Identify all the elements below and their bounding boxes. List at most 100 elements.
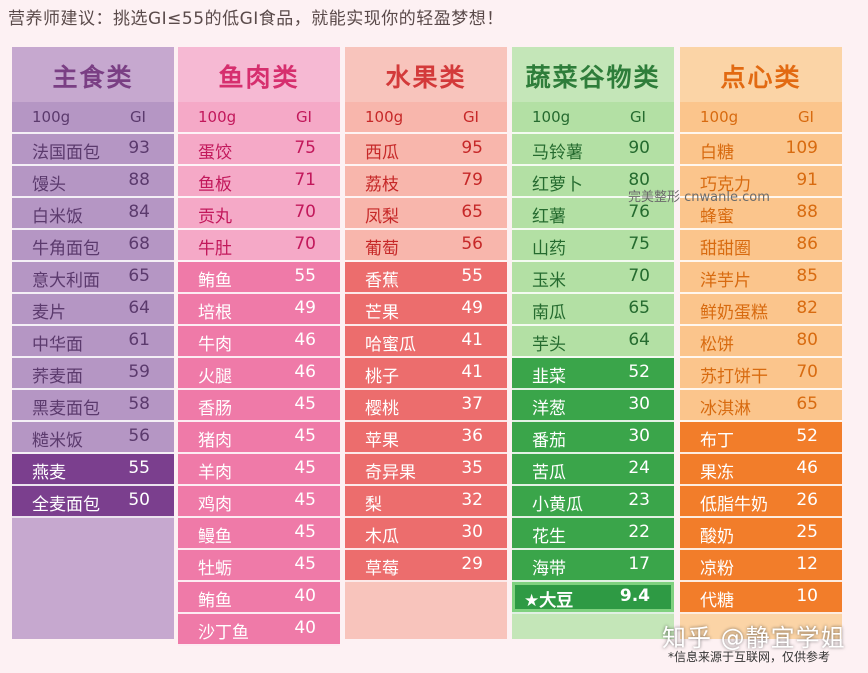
food-name: 鲜奶蛋糕 (700, 303, 768, 323)
column-header-row: 100g GI (12, 102, 174, 134)
column-header-row: 100g GI (512, 102, 674, 134)
food-name: 番茄 (532, 431, 566, 451)
gi-value: 70 (294, 234, 316, 254)
column-grain: 主食类 100g GI 法国面包 93 馒头 88 白米饭 84 牛角面包 68 意大利面 65 麦片 64… (12, 47, 174, 639)
gi-value: 55 (294, 266, 316, 286)
gi-value: 75 (294, 138, 316, 158)
food-row: 花生 22 (512, 518, 674, 550)
food-row: 红萝卜 80 (512, 166, 674, 198)
food-row: 凤梨 65 (345, 198, 507, 230)
gi-value: 12 (796, 554, 818, 574)
gi-value: 80 (628, 170, 650, 190)
food-row: 中华面 61 (12, 326, 174, 358)
food-row: 西瓜 95 (345, 134, 507, 166)
gi-value: 55 (461, 266, 483, 286)
food-row: 白糖 109 (680, 134, 842, 166)
food-name: 樱桃 (365, 399, 399, 419)
food-row: 酸奶 25 (680, 518, 842, 550)
gi-value: 88 (796, 202, 818, 222)
food-row: 猪肉 45 (178, 422, 340, 454)
food-name: 苹果 (365, 431, 399, 451)
food-row: 马铃薯 90 (512, 134, 674, 166)
food-row: 羊肉 45 (178, 454, 340, 486)
gi-value: 49 (461, 298, 483, 318)
food-row: 凉粉 12 (680, 550, 842, 582)
food-row: 全麦面包 50 (12, 486, 174, 518)
food-row: 糙米饭 56 (12, 422, 174, 454)
food-name: 洋葱 (532, 399, 566, 419)
food-row: 苹果 36 (345, 422, 507, 454)
food-name: 苏打饼干 (700, 367, 768, 387)
gi-value: 65 (628, 298, 650, 318)
food-name: 苦瓜 (532, 463, 566, 483)
food-name: 酸奶 (700, 527, 734, 547)
food-row: 葡萄 56 (345, 230, 507, 262)
food-name: 贡丸 (198, 207, 232, 227)
gi-value: 64 (628, 330, 650, 350)
food-name: 白糖 (700, 143, 734, 163)
food-name: 羊肉 (198, 463, 232, 483)
gi-label: GI (462, 108, 479, 126)
column-header-row: 100g GI (345, 102, 507, 134)
gi-value: 9.4 (619, 586, 650, 606)
column-header-row: 100g GI (680, 102, 842, 134)
column-title: 鱼肉类 (178, 47, 340, 102)
gi-value: 25 (796, 522, 818, 542)
food-row: 鲔鱼 55 (178, 262, 340, 294)
food-name: 马铃薯 (532, 143, 583, 163)
gi-value: 22 (628, 522, 650, 542)
gi-value: 55 (128, 458, 150, 478)
gi-value: 41 (461, 330, 483, 350)
food-name: 巧克力 (700, 175, 751, 195)
food-name: 南瓜 (532, 303, 566, 323)
gi-value: 10 (796, 586, 818, 606)
gi-value: 65 (461, 202, 483, 222)
gi-value: 45 (294, 490, 316, 510)
food-row: 鱼板 71 (178, 166, 340, 198)
food-row: 小黄瓜 23 (512, 486, 674, 518)
food-row: 苏打饼干 70 (680, 358, 842, 390)
food-name: 凉粉 (700, 559, 734, 579)
gi-value: 90 (628, 138, 650, 158)
food-name: 冰淇淋 (700, 399, 751, 419)
weight-label: 100g (198, 108, 237, 126)
food-name: 松饼 (700, 335, 734, 355)
food-name: 鱼板 (198, 175, 232, 195)
food-row: 玉米 70 (512, 262, 674, 294)
gi-value: 35 (461, 458, 483, 478)
food-name: 果冻 (700, 463, 734, 483)
food-name: 沙丁鱼 (198, 623, 249, 643)
food-row: 白米饭 84 (12, 198, 174, 230)
gi-value: 109 (785, 138, 818, 158)
food-row: 法国面包 93 (12, 134, 174, 166)
food-row: 沙丁鱼 40 (178, 614, 340, 646)
food-name: 中华面 (32, 335, 83, 355)
food-name: 玉米 (532, 271, 566, 291)
gi-value: 84 (128, 202, 150, 222)
food-name: 韭菜 (532, 367, 566, 387)
gi-value: 85 (796, 266, 818, 286)
food-row: 代糖 10 (680, 582, 842, 614)
column-header-row: 100g GI (178, 102, 340, 134)
gi-value: 56 (128, 426, 150, 446)
food-row: ★大豆 9.4 (512, 582, 674, 614)
food-name: 低脂牛奶 (700, 495, 768, 515)
food-name: 法国面包 (32, 143, 100, 163)
food-name: 花生 (532, 527, 566, 547)
food-name: 麦片 (32, 303, 66, 323)
gi-value: 64 (128, 298, 150, 318)
food-name: 鸡肉 (198, 495, 232, 515)
gi-value: 95 (461, 138, 483, 158)
gi-value: 41 (461, 362, 483, 382)
food-row: 桃子 41 (345, 358, 507, 390)
food-name: 荔枝 (365, 175, 399, 195)
gi-value: 70 (628, 266, 650, 286)
food-name: 芒果 (365, 303, 399, 323)
food-name: 馒头 (32, 175, 66, 195)
food-row: 意大利面 65 (12, 262, 174, 294)
food-row: 海带 17 (512, 550, 674, 582)
food-row: 火腿 46 (178, 358, 340, 390)
gi-value: 30 (461, 522, 483, 542)
gi-value: 26 (796, 490, 818, 510)
food-name: 木瓜 (365, 527, 399, 547)
